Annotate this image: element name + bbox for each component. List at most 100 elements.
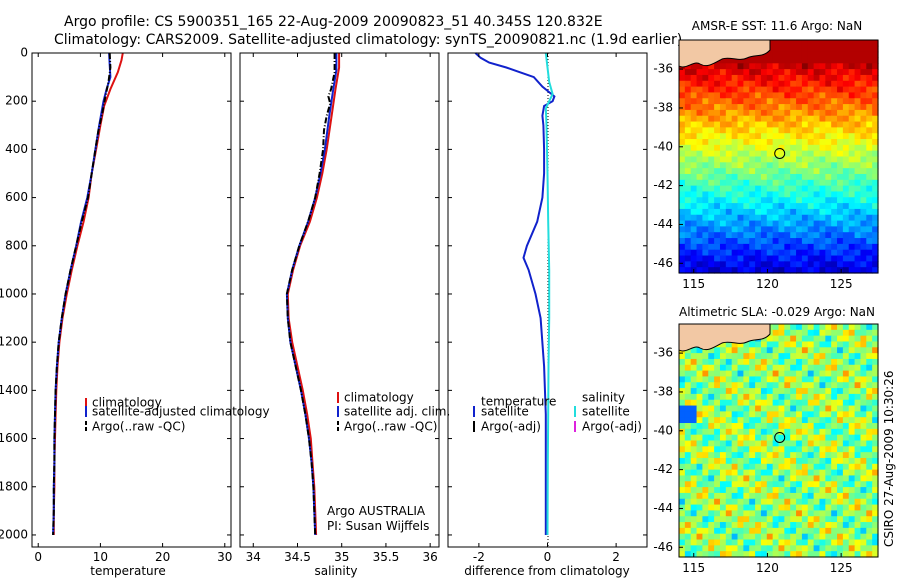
map-cell xyxy=(813,45,821,53)
map-cell xyxy=(825,45,832,53)
map-cell xyxy=(866,139,873,146)
map-cell xyxy=(743,533,750,541)
map-cell xyxy=(784,220,791,227)
map-cell xyxy=(760,498,768,506)
map-cell xyxy=(819,179,826,187)
y-tick-label: 600 xyxy=(5,190,28,204)
map-cell xyxy=(778,463,785,471)
map-cell xyxy=(743,516,750,523)
map-cell xyxy=(807,40,815,47)
map-cell xyxy=(854,74,862,82)
map-cell xyxy=(743,74,750,82)
map-cell xyxy=(842,127,850,134)
map-cell xyxy=(749,428,756,436)
map-cell xyxy=(819,475,826,482)
map-cell xyxy=(801,121,809,128)
map-cell xyxy=(831,364,838,372)
map-cell xyxy=(731,98,739,105)
map-cell xyxy=(725,545,733,552)
map-cell xyxy=(819,399,826,407)
map-cell xyxy=(684,162,692,169)
map-cell xyxy=(696,492,704,500)
map-cell xyxy=(860,115,867,123)
map-cell xyxy=(737,539,744,546)
map-cell xyxy=(743,522,750,529)
map-cell xyxy=(837,434,844,442)
y-tick-label: 0 xyxy=(20,46,28,60)
map-cell xyxy=(679,191,686,198)
map-cell xyxy=(848,220,856,227)
map-y-tick-label: -36 xyxy=(653,346,673,360)
map-cell xyxy=(731,197,739,204)
map-cell xyxy=(725,428,733,436)
map-cell xyxy=(807,498,815,506)
map-cell xyxy=(696,232,704,239)
map-cell xyxy=(708,63,715,70)
map-cell xyxy=(743,191,750,198)
map-cell xyxy=(872,335,879,343)
map-cell xyxy=(790,504,797,511)
sla-field-image xyxy=(679,324,879,558)
map-cell xyxy=(749,197,756,204)
map-cell xyxy=(772,527,780,535)
map-cell xyxy=(866,162,873,169)
map-cell xyxy=(790,353,797,360)
map-cell xyxy=(813,226,821,233)
map-cell xyxy=(796,115,803,123)
map-cell xyxy=(755,510,762,517)
map-cell xyxy=(837,133,844,140)
map-cell xyxy=(796,358,803,366)
map-cell xyxy=(831,115,838,123)
map-cell xyxy=(854,551,862,558)
map-cell xyxy=(772,69,780,76)
map-cell xyxy=(702,203,709,210)
map-cell xyxy=(831,80,838,88)
map-cell xyxy=(848,405,856,412)
map-cell xyxy=(749,249,756,257)
map-cell xyxy=(825,226,832,233)
map-cell xyxy=(796,329,803,337)
map-x-tick-label: 125 xyxy=(830,277,853,291)
map-cell xyxy=(714,370,721,378)
map-cell xyxy=(790,121,797,128)
map-cell xyxy=(831,168,838,175)
map-cell xyxy=(825,80,832,88)
map-cell xyxy=(819,232,826,239)
map-cell xyxy=(760,463,768,471)
map-cell xyxy=(708,121,715,128)
map-cell xyxy=(860,405,867,412)
map-cell xyxy=(760,179,768,187)
map-cell xyxy=(690,168,698,175)
map-cell xyxy=(778,197,785,204)
map-cell xyxy=(807,347,815,354)
map-cell xyxy=(696,417,704,424)
map-cell xyxy=(837,139,844,146)
map-cell xyxy=(807,475,815,482)
map-cell xyxy=(866,40,873,47)
map-cell xyxy=(743,127,750,134)
map-cell xyxy=(708,539,715,546)
map-cell xyxy=(860,423,867,430)
map-cell xyxy=(755,80,762,88)
map-cell xyxy=(825,522,832,529)
map-cell xyxy=(766,109,774,117)
map-cell xyxy=(731,405,739,412)
map-cell xyxy=(696,185,704,193)
map-cell xyxy=(790,104,797,111)
map-cell xyxy=(737,139,744,146)
map-cell xyxy=(842,492,850,500)
map-cell xyxy=(796,522,803,529)
map-cell xyxy=(813,428,821,436)
map-cell xyxy=(842,203,850,210)
map-cell xyxy=(702,249,709,257)
map-cell xyxy=(719,423,727,430)
map-cell xyxy=(708,522,715,529)
map-cell xyxy=(848,527,856,535)
map-cell xyxy=(872,504,879,511)
map-cell xyxy=(860,243,867,251)
map-cell xyxy=(796,191,803,198)
map-cell xyxy=(778,481,785,488)
map-cell xyxy=(702,144,709,152)
map-cell xyxy=(842,69,850,76)
map-cell xyxy=(731,457,739,465)
